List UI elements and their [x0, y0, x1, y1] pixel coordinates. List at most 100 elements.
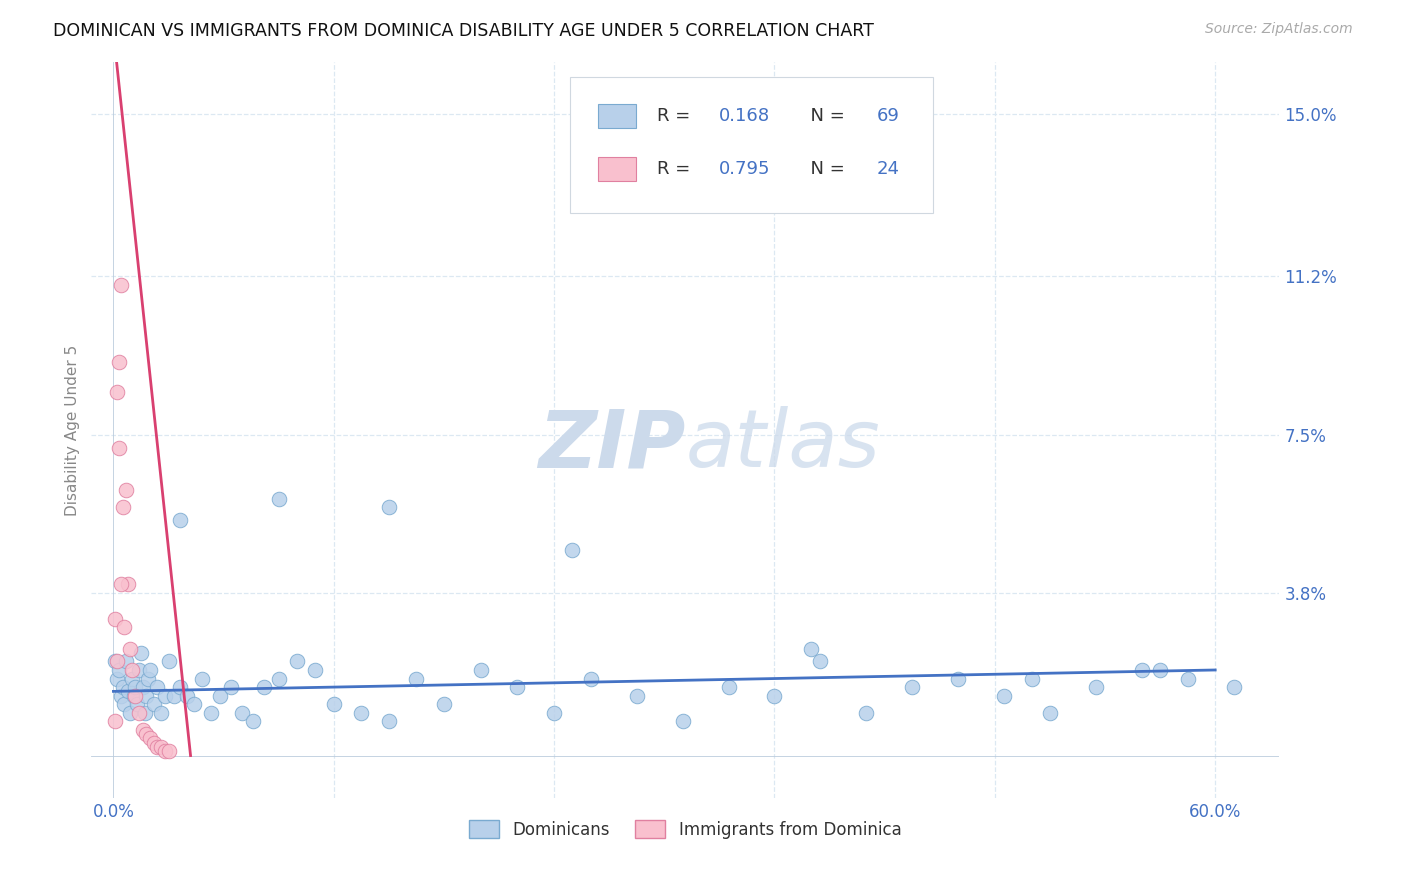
Point — [108, 355, 131, 369]
Bar — [598, 157, 636, 181]
Point — [717, 680, 740, 694]
Point — [1039, 706, 1062, 720]
Point — [163, 689, 186, 703]
Point — [114, 697, 136, 711]
Point — [117, 577, 139, 591]
Point — [115, 483, 138, 498]
Point — [285, 655, 308, 669]
Point — [129, 646, 152, 660]
Point — [108, 441, 131, 455]
Point — [405, 672, 427, 686]
Point — [378, 500, 401, 515]
Point — [121, 672, 143, 686]
Point — [267, 491, 290, 506]
Point — [153, 744, 176, 758]
Point — [104, 655, 127, 669]
Point — [470, 663, 492, 677]
Text: DOMINICAN VS IMMIGRANTS FROM DOMINICA DISABILITY AGE UNDER 5 CORRELATION CHART: DOMINICAN VS IMMIGRANTS FROM DOMINICA DI… — [53, 22, 875, 40]
Point — [626, 689, 648, 703]
Point — [111, 500, 134, 515]
Point — [124, 680, 146, 694]
Point — [153, 689, 176, 703]
Point — [433, 697, 456, 711]
Point — [142, 697, 165, 711]
Legend: Dominicans, Immigrants from Dominica: Dominicans, Immigrants from Dominica — [463, 814, 908, 846]
Point — [561, 543, 583, 558]
Point — [111, 680, 134, 694]
Point — [150, 739, 173, 754]
Point — [105, 655, 128, 669]
Point — [208, 689, 231, 703]
Point — [946, 672, 969, 686]
Point — [855, 706, 877, 720]
Point — [128, 706, 150, 720]
Y-axis label: Disability Age Under 5: Disability Age Under 5 — [65, 345, 80, 516]
Point — [118, 641, 141, 656]
Point — [135, 727, 157, 741]
Point — [267, 672, 290, 686]
Point — [118, 706, 141, 720]
Point — [139, 663, 162, 677]
Point — [105, 384, 128, 399]
Point — [1130, 663, 1153, 677]
Point — [200, 706, 222, 720]
Point — [672, 714, 695, 729]
Point — [132, 680, 155, 694]
Point — [506, 680, 529, 694]
Point — [146, 680, 169, 694]
Point — [104, 714, 127, 729]
Point — [110, 689, 132, 703]
Point — [108, 663, 131, 677]
Text: N =: N = — [800, 107, 851, 125]
Text: 69: 69 — [877, 107, 900, 125]
Point — [135, 689, 157, 703]
Point — [901, 680, 924, 694]
Point — [242, 714, 264, 729]
Point — [543, 706, 565, 720]
Point — [1084, 680, 1107, 694]
Point — [183, 697, 205, 711]
Point — [128, 663, 150, 677]
Point — [1177, 672, 1199, 686]
Point — [169, 680, 191, 694]
Text: Source: ZipAtlas.com: Source: ZipAtlas.com — [1205, 22, 1353, 37]
Point — [253, 680, 276, 694]
Point — [115, 655, 138, 669]
Point — [322, 697, 344, 711]
Point — [105, 672, 128, 686]
Text: R =: R = — [657, 107, 696, 125]
Text: atlas: atlas — [685, 406, 880, 484]
Text: 0.795: 0.795 — [718, 161, 770, 178]
Point — [808, 655, 831, 669]
Point — [134, 706, 156, 720]
Point — [121, 663, 143, 677]
Point — [104, 612, 127, 626]
Point — [579, 672, 602, 686]
Point — [139, 731, 162, 746]
Text: ZIP: ZIP — [538, 406, 685, 484]
Point — [110, 577, 132, 591]
Point — [176, 689, 198, 703]
Text: R =: R = — [657, 161, 696, 178]
Point — [800, 641, 823, 656]
Point — [1222, 680, 1244, 694]
Point — [146, 739, 169, 754]
Point — [110, 277, 132, 292]
Point — [231, 706, 253, 720]
Point — [993, 689, 1015, 703]
Point — [1149, 663, 1171, 677]
Text: 0.168: 0.168 — [718, 107, 770, 125]
Point — [117, 684, 139, 698]
Point — [136, 672, 159, 686]
Text: N =: N = — [800, 161, 851, 178]
Point — [132, 723, 155, 737]
Point — [378, 714, 401, 729]
Point — [114, 620, 136, 634]
Bar — [598, 104, 636, 128]
Point — [219, 680, 242, 694]
Point — [157, 655, 180, 669]
Point — [122, 689, 145, 703]
Point — [304, 663, 326, 677]
Point — [350, 706, 373, 720]
Point — [763, 689, 786, 703]
